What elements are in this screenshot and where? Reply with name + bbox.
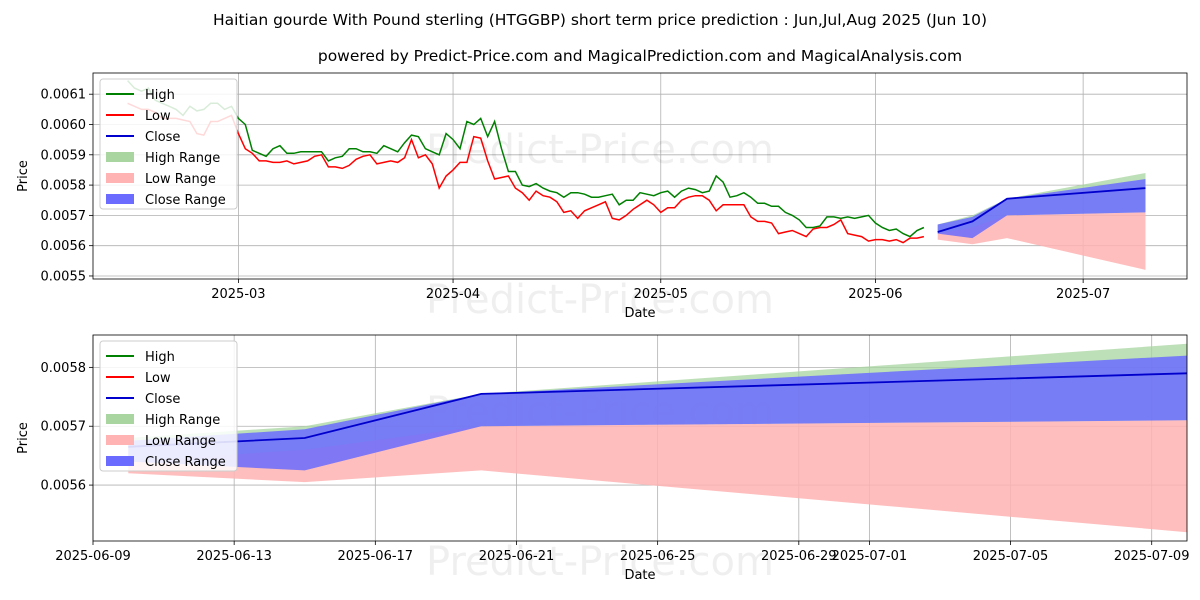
- watermark-lower: Predict-Price.com: [426, 277, 774, 323]
- watermark-lower: Predict-Price.com: [426, 539, 774, 585]
- y-tick-label: 0.0058: [41, 179, 87, 194]
- top-panel: 2025-03 2025-04 2025-05 2025-06 2025-07 0.005…: [16, 72, 1188, 323]
- x-tick-label: 2025-07-01: [832, 549, 908, 564]
- legend-swatch-patch: [106, 414, 134, 424]
- x-tick-label: 2025-06-21: [479, 549, 555, 564]
- x-tick-label: 2025-06-29: [761, 549, 837, 564]
- plot-area: [128, 343, 1187, 533]
- legend-label: High Range: [145, 413, 220, 428]
- y-tick-label: 0.0061: [41, 88, 87, 103]
- high-series-line: [127, 80, 925, 238]
- x-tick-label: 2025-06-17: [338, 549, 414, 564]
- legend-swatch-patch: [106, 456, 134, 466]
- chart-subtitle: powered by Predict-Price.com and Magical…: [318, 47, 962, 65]
- close-range-band: [128, 355, 1187, 471]
- low-series-line: [127, 102, 925, 244]
- legend: High Low Close High Range Low Range Close Ran…: [99, 340, 238, 472]
- legend-swatch-patch: [106, 152, 134, 162]
- y-axis-label: Price: [16, 422, 31, 454]
- x-axis-label: Date: [624, 306, 655, 321]
- legend-label: Close Range: [145, 193, 226, 208]
- legend-label: Low: [145, 109, 171, 124]
- x-tick-label: 2025-06: [848, 287, 902, 302]
- legend: High Low Close High Range Low Range Close Ran…: [99, 78, 238, 210]
- x-tick-label: 2025-06-09: [55, 549, 131, 564]
- watermark-upper: Predict-Price.com: [426, 127, 774, 173]
- x-tick-label: 2025-03: [211, 287, 265, 302]
- y-axis-label: Price: [16, 160, 31, 192]
- legend-label: High: [145, 88, 175, 103]
- x-tick-label: 2025-07-05: [973, 549, 1049, 564]
- y-tick-label: 0.0060: [41, 118, 87, 133]
- x-tick-label: 2025-06-25: [620, 549, 696, 564]
- close-series-line: [937, 187, 1146, 233]
- y-tick-label: 0.0057: [41, 209, 87, 224]
- legend-label: Close Range: [145, 455, 226, 470]
- legend-label: Low Range: [145, 434, 216, 449]
- legend-label: High: [145, 350, 175, 365]
- x-tick-label: 2025-05: [634, 287, 688, 302]
- y-tick-label: 0.0056: [41, 479, 87, 494]
- y-tick-label: 0.0056: [41, 239, 87, 254]
- bottom-panel: 2025-06-09 2025-06-13 2025-06-17 2025-06-21…: [16, 334, 1190, 585]
- legend-box: [99, 340, 238, 472]
- legend-box: [99, 78, 238, 210]
- y-tick-label: 0.0058: [41, 361, 87, 376]
- x-tick-label: 2025-07-09: [1114, 549, 1190, 564]
- legend-label: Low: [145, 371, 171, 386]
- chart-title: Haitian gourde With Pound sterling (HTGG…: [213, 11, 987, 29]
- y-tick-label: 0.0057: [41, 420, 87, 435]
- x-tick-label: 2025-04: [426, 287, 480, 302]
- x-tick-label: 2025-06-13: [196, 549, 272, 564]
- close-range-band: [937, 179, 1146, 239]
- legend-swatch-patch: [106, 435, 134, 445]
- plot-frame: [92, 334, 1188, 542]
- y-tick-label: 0.0059: [41, 148, 87, 163]
- legend-label: High Range: [145, 151, 220, 166]
- legend-swatch-patch: [106, 194, 134, 204]
- legend-swatch-patch: [106, 173, 134, 183]
- plot-frame: [92, 72, 1188, 280]
- legend-label: Close: [145, 130, 180, 145]
- legend-label: Low Range: [145, 172, 216, 187]
- plot-area: [127, 80, 1146, 270]
- x-axis-label: Date: [624, 568, 655, 583]
- x-tick-label: 2025-07: [1056, 287, 1110, 302]
- legend-label: Close: [145, 392, 180, 407]
- y-tick-label: 0.0055: [41, 269, 87, 284]
